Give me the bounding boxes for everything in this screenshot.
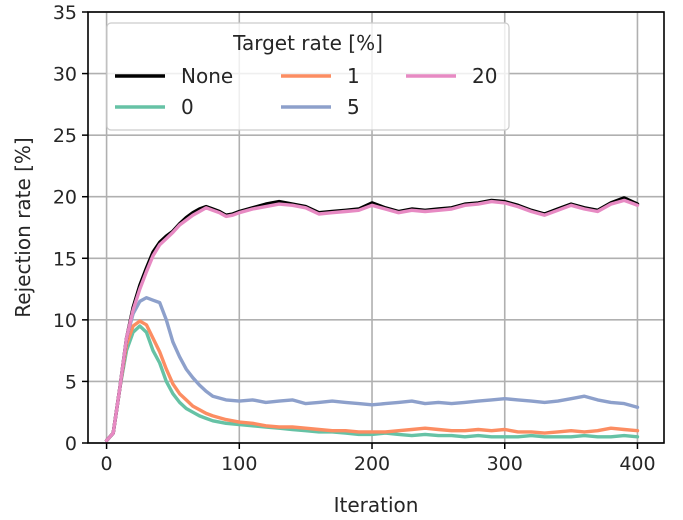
- legend-label-0: 0: [181, 95, 194, 119]
- legend: Target rate [%] None 0 1 5 20: [106, 22, 510, 131]
- legend-label-1: 1: [347, 64, 360, 88]
- x-tick-label: 100: [221, 453, 257, 475]
- legend-title: Target rate [%]: [232, 31, 383, 55]
- y-tick-label: 10: [53, 310, 77, 332]
- legend-label-5: 5: [347, 95, 360, 119]
- series-line-5: [104, 296, 640, 443]
- y-tick-label: 15: [53, 248, 77, 270]
- x-tick-label: 400: [619, 453, 655, 475]
- x-axis-label: Iteration: [334, 493, 419, 517]
- y-axis-label: Rejection rate [%]: [11, 137, 35, 317]
- plot-frame: [87, 11, 665, 444]
- y-tick-label: 30: [53, 64, 77, 86]
- series-line-20: [104, 198, 640, 443]
- y-tick-label: 20: [53, 187, 77, 209]
- y-tick-label: 35: [53, 2, 77, 24]
- legend-label-20: 20: [472, 64, 497, 88]
- series-line-0: [104, 324, 640, 443]
- legend-label-None: None: [181, 64, 233, 88]
- series-line-1: [104, 319, 640, 443]
- series-layer: [104, 196, 640, 443]
- legend-entries: None 0 1 5 20: [115, 64, 497, 119]
- x-tick-label: 0: [101, 453, 113, 475]
- y-tick-label: 0: [65, 433, 77, 455]
- x-tick-label: 300: [487, 453, 523, 475]
- x-tick-label: 200: [354, 453, 390, 475]
- y-tick-label: 25: [53, 125, 77, 147]
- y-tick-label: 5: [65, 371, 77, 393]
